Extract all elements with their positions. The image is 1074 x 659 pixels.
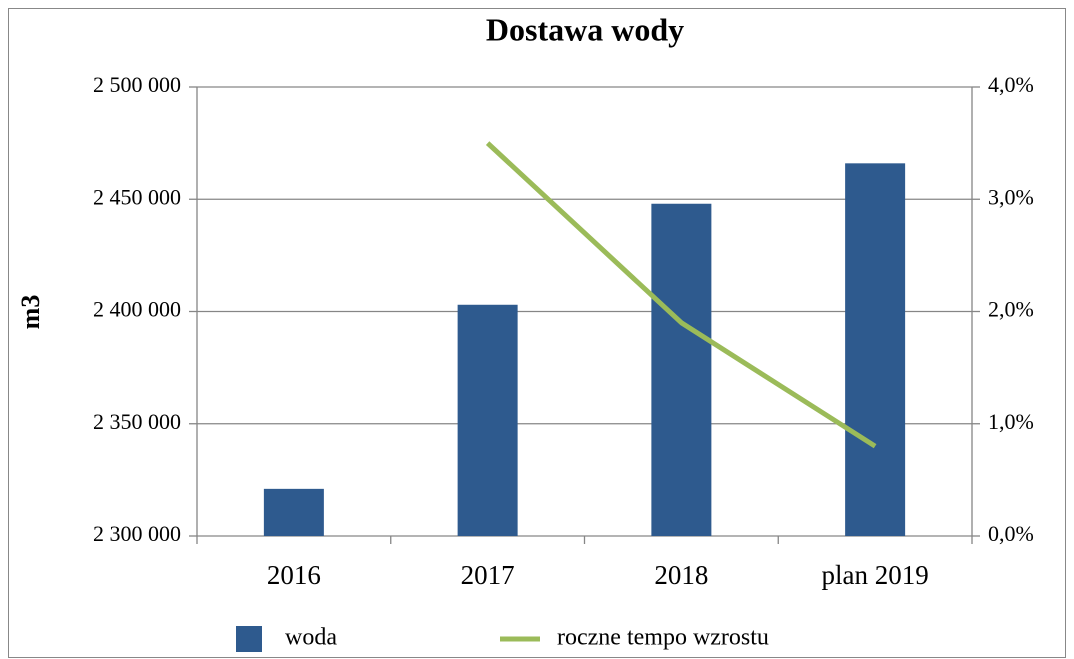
y-tick-label: 2 500 000	[93, 72, 181, 97]
bar	[457, 304, 518, 536]
bar	[263, 488, 324, 536]
y-tick-label: 2 350 000	[93, 409, 181, 434]
bar	[651, 203, 712, 537]
y-tick-label: 2 450 000	[93, 184, 181, 209]
x-tick-label: plan 2019	[822, 560, 929, 590]
y2-tick-label: 0,0%	[988, 521, 1034, 546]
y2-tick-label: 3,0%	[988, 184, 1034, 209]
line	[485, 141, 877, 449]
legend-label: roczne tempo wzrostu	[557, 625, 769, 651]
legend-swatch	[236, 626, 262, 652]
legend-label: woda	[285, 625, 337, 651]
chart-title: Dostawa wody	[486, 11, 684, 47]
x-tick-label: 2018	[654, 560, 708, 590]
y-tick-label: 2 300 000	[93, 521, 181, 546]
y-axis-label: m3	[16, 295, 45, 330]
y2-tick-label: 2,0%	[988, 297, 1034, 322]
y-tick-label: 2 400 000	[93, 297, 181, 322]
x-tick-label: 2017	[461, 560, 515, 590]
x-tick-label: 2016	[267, 560, 321, 590]
y2-tick-label: 1,0%	[988, 409, 1034, 434]
bar	[845, 163, 906, 536]
y2-tick-label: 4,0%	[988, 72, 1034, 97]
